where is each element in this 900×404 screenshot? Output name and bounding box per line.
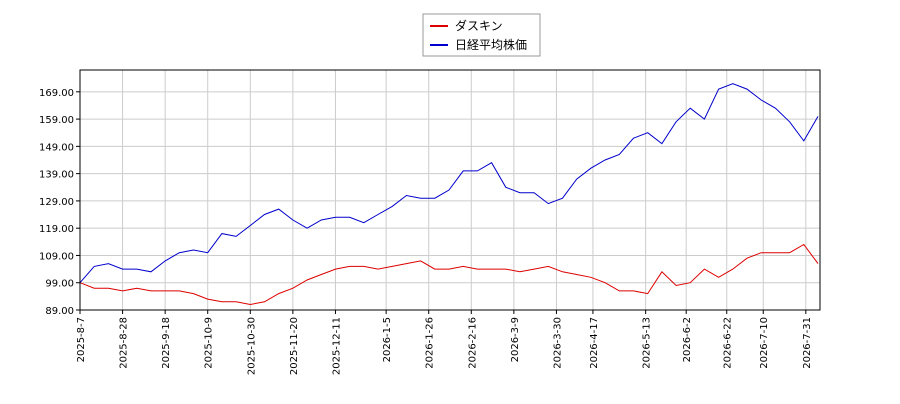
- x-tick-label: 2026-3-30: [552, 317, 563, 369]
- y-tick-label: 119.00: [39, 224, 74, 235]
- y-tick-label: 139.00: [39, 170, 74, 181]
- x-tick-label: 2025-11-20: [289, 317, 300, 375]
- plot-frame: [79, 69, 821, 311]
- x-tick-label: 2025-8-7: [76, 317, 87, 362]
- legend-label: ダスキン: [455, 18, 503, 33]
- x-tick-label: 2026-4-17: [589, 317, 600, 369]
- x-tick-label: 2025-10-30: [246, 317, 257, 375]
- y-tick-label: 129.00: [39, 197, 74, 208]
- x-tick-label: 2026-6-22: [723, 317, 734, 369]
- x-tick-label: 2026-1-5: [382, 317, 393, 362]
- x-tick-label: 2026-7-10: [759, 317, 770, 369]
- series-line: [79, 83, 819, 284]
- legend: [422, 13, 541, 57]
- y-tick-label: 169.00: [39, 88, 74, 99]
- y-tick-label: 99.00: [45, 279, 74, 290]
- x-tick-label: 2026-2-16: [467, 317, 478, 369]
- legend-label: 日経平均株価: [455, 37, 527, 52]
- x-tick-label: 2025-8-28: [119, 317, 130, 369]
- y-tick-label: 149.00: [39, 142, 74, 153]
- x-tick-label: 2026-7-31: [802, 317, 813, 369]
- x-tick-label: 2026-5-13: [642, 317, 653, 369]
- series-line: [79, 243, 819, 306]
- y-tick-label: 159.00: [39, 115, 74, 126]
- y-tick-label: 89.00: [45, 306, 74, 317]
- x-tick-label: 2026-3-9: [510, 317, 521, 362]
- y-tick-label: 109.00: [39, 251, 74, 262]
- x-tick-label: 2025-12-11: [331, 317, 342, 375]
- x-tick-label: 2025-9-18: [161, 317, 172, 369]
- x-tick-label: 2026-1-26: [425, 317, 436, 369]
- x-tick-label: 2025-10-9: [204, 317, 215, 369]
- x-tick-label: 2026-6-2: [682, 317, 693, 362]
